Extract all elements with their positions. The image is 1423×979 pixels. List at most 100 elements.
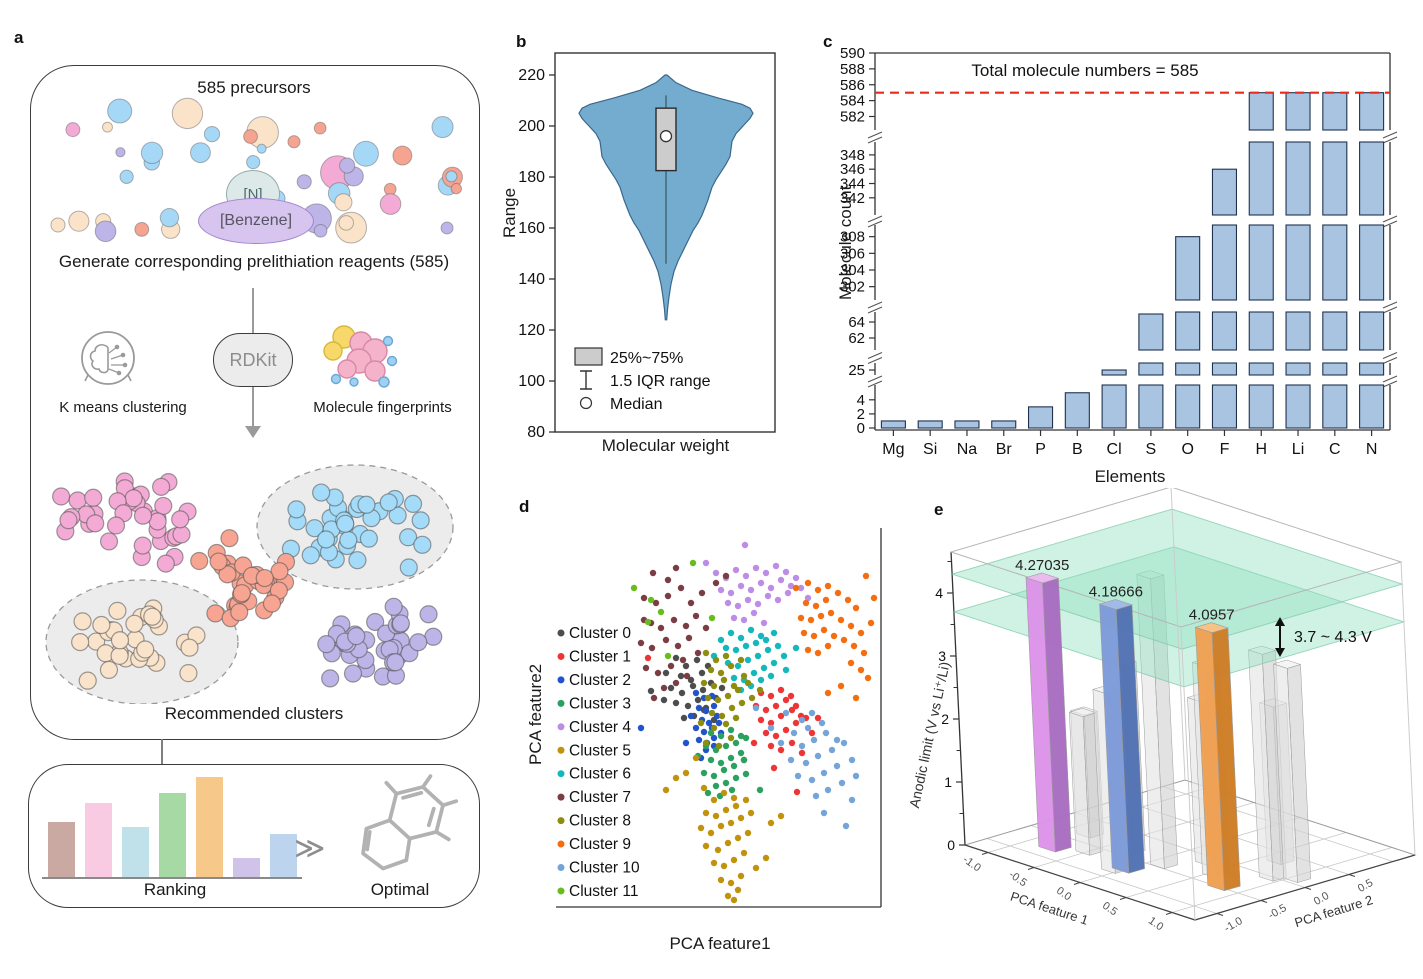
scatter-point	[830, 632, 838, 640]
scatter-point	[727, 726, 735, 734]
scatter-point	[637, 639, 645, 647]
scatter-point	[760, 664, 768, 672]
scatter-point	[702, 649, 710, 657]
x-tick-label: -1.0	[961, 854, 983, 875]
fingerprint-atom	[386, 355, 398, 367]
scatter-point	[734, 662, 742, 670]
scatter-point	[756, 686, 764, 694]
scatter-point	[730, 682, 738, 690]
scatter-point	[710, 772, 718, 780]
cluster-dot	[52, 487, 71, 506]
cluster-dot	[156, 554, 175, 573]
precursor-bubble	[134, 221, 150, 237]
bar-segment	[1285, 141, 1311, 216]
bar-segment	[1248, 311, 1274, 351]
scatter-point	[740, 672, 748, 680]
rdkit-label: RDKit	[229, 349, 277, 370]
scatter-point	[812, 602, 820, 610]
scatter-point	[672, 654, 680, 662]
scatter-point	[700, 679, 708, 687]
y-tick-label: 304	[840, 262, 865, 279]
scatter-point	[718, 712, 726, 720]
kmeans-label: K means clustering	[59, 399, 187, 416]
scatter-point	[790, 729, 798, 737]
scatter-point	[820, 769, 828, 777]
scatter-point	[687, 712, 695, 720]
scatter-point	[699, 686, 707, 694]
cluster-dot	[110, 631, 130, 650]
scatter-point	[792, 584, 800, 592]
bar-segment	[1248, 224, 1274, 301]
scatter-point	[744, 596, 752, 604]
precursor-bubble	[203, 125, 221, 143]
scatter-point	[754, 600, 762, 608]
scatter-point	[730, 856, 738, 864]
x-tick-label: 0.0	[1054, 885, 1073, 904]
y-tick-label: 584	[840, 93, 865, 110]
benzene-tag-text: [Benzene]	[219, 212, 293, 229]
voltage-range-label: 3.7 ~ 4.3 V	[1294, 629, 1372, 646]
scatter-point	[672, 774, 680, 782]
scatter-point	[702, 809, 710, 817]
scatter-point	[692, 689, 700, 697]
flow-arrow-head-icon	[245, 426, 261, 438]
legend-whisker-glyph	[580, 370, 592, 390]
scatter-point	[740, 616, 748, 624]
precursor-bubble	[256, 143, 267, 154]
scatter-point	[730, 896, 738, 904]
scatter-point	[717, 759, 725, 767]
scatter-point	[730, 762, 738, 770]
scatter-point	[782, 666, 790, 674]
bar-segment	[1211, 362, 1238, 376]
precursor-bubble	[246, 155, 261, 170]
scatter-point	[730, 794, 738, 802]
cluster-dot	[152, 477, 171, 496]
legend-cluster-label: Cluster 9	[569, 836, 631, 853]
scatter-point	[747, 586, 755, 594]
scatter-point	[848, 756, 856, 764]
path-shape	[361, 818, 412, 871]
recommended-clusters-caption: Recommended clusters	[164, 704, 344, 723]
precursor-bubble	[338, 215, 354, 231]
scatter-point	[742, 642, 750, 650]
y-tick-label: 25	[848, 362, 865, 379]
plot-box	[554, 52, 776, 433]
fingerprint-atom	[330, 373, 342, 385]
scatter-point	[802, 759, 810, 767]
bar-value-label: 4.27035	[1015, 557, 1069, 574]
scatter-point	[787, 582, 795, 590]
scatter-point	[722, 779, 730, 787]
scatter-point	[798, 716, 806, 724]
scatter-point	[717, 586, 725, 594]
y-tick-label: 62	[848, 330, 865, 347]
box-edge	[1400, 562, 1416, 856]
x-tick	[1119, 897, 1127, 900]
scatter-point	[800, 629, 808, 637]
cluster-dot	[399, 558, 418, 577]
scatter-point	[728, 704, 736, 712]
y-tick-label: 100	[518, 373, 545, 390]
scatter-point	[840, 636, 848, 644]
bar-segment	[1285, 224, 1311, 301]
axis-break-mark	[1382, 351, 1398, 360]
axis-break-mark	[867, 380, 883, 388]
x-tick-label: N	[1366, 441, 1378, 458]
legend-cluster-label: Cluster 10	[569, 860, 640, 877]
bar-value-label: 4.0957	[1189, 607, 1235, 624]
bar-ylabel: Molecule count	[836, 185, 855, 300]
legend-dot	[557, 887, 565, 895]
cluster-dot	[232, 584, 251, 603]
x-tick-label: Mg	[882, 441, 904, 458]
scatter-point	[804, 579, 812, 587]
cluster-dot	[59, 511, 78, 530]
scatter-point	[788, 706, 796, 714]
precursor-bubble	[101, 121, 113, 133]
y-tick-label: 306	[840, 245, 865, 262]
panel-c-label: c	[823, 32, 833, 51]
scatter-point	[730, 674, 738, 682]
cluster-dot	[255, 568, 274, 588]
scatter-point	[750, 669, 758, 677]
benzene-tag: [Benzene]	[198, 198, 314, 244]
scatter-point	[797, 584, 805, 592]
path-shape	[365, 790, 436, 852]
